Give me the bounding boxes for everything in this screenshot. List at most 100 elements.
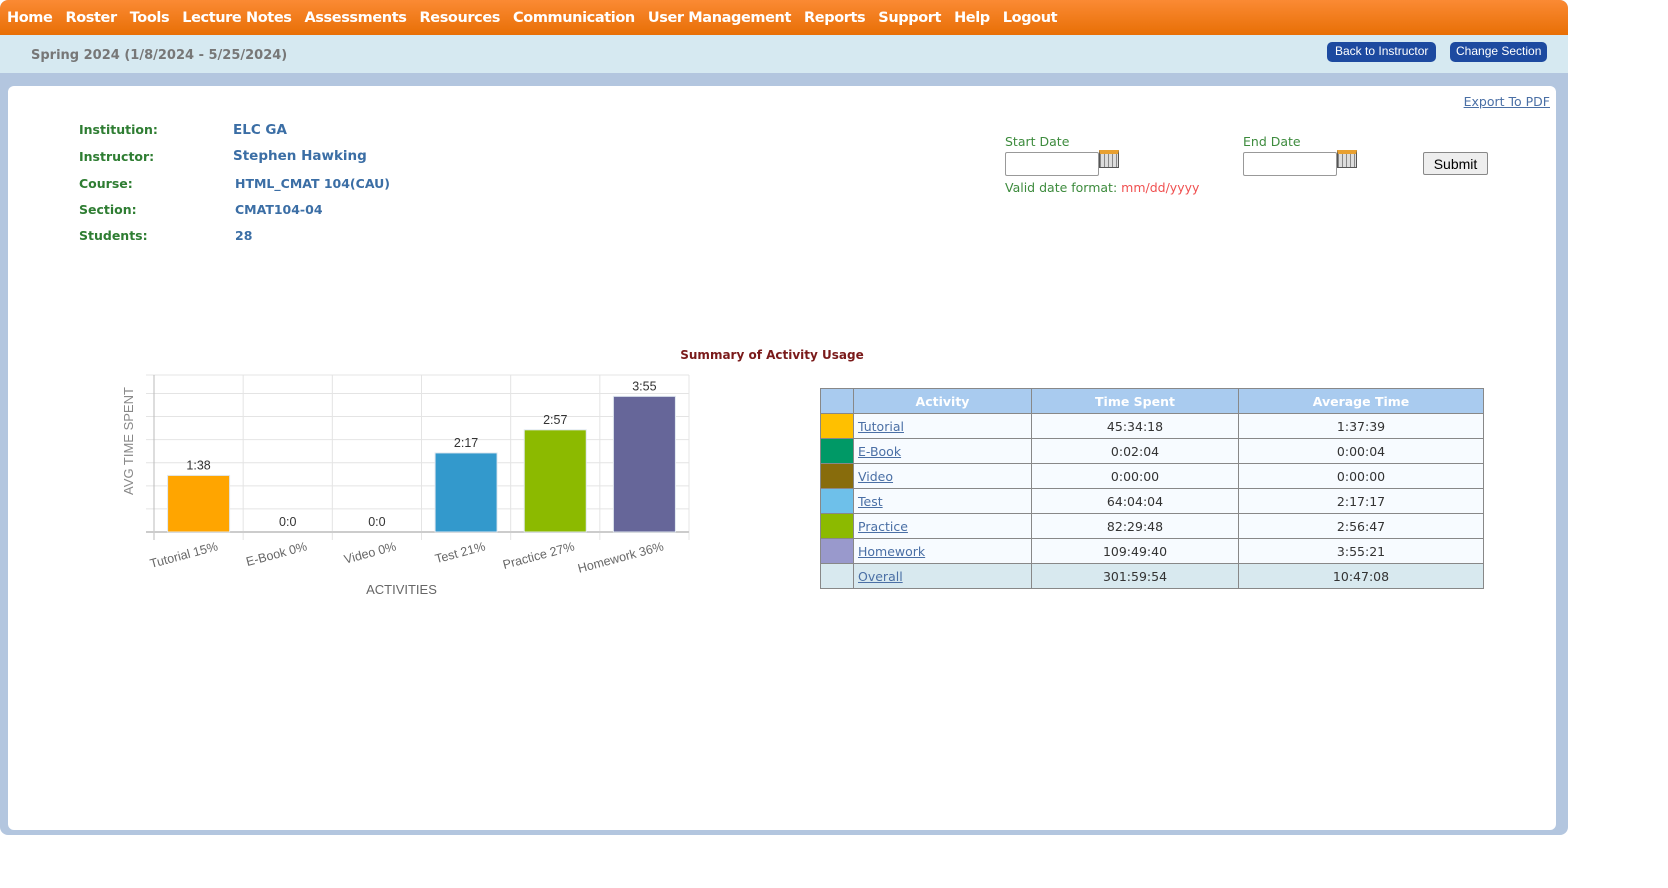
activity-bar-chart: 1:38 Tutorial 15% 0:0 E-Book 0% 0:0 Video 0% 2…: [121, 374, 690, 597]
bar: [523, 429, 587, 533]
activity-link[interactable]: Test: [858, 493, 883, 509]
time-spent-cell: 301:59:54: [1031, 563, 1239, 589]
end-date-input[interactable]: [1243, 152, 1337, 176]
category-label: Homework 36%: [576, 539, 665, 575]
activity-link[interactable]: Video: [858, 468, 894, 484]
color-swatch: [820, 488, 854, 514]
table-row: Tutorial 45:34:18 1:37:39: [820, 413, 1484, 439]
table-row: Homework 109:49:40 3:55:21: [820, 538, 1484, 564]
change-section-button[interactable]: Change Section: [1450, 42, 1548, 62]
course-label: Course:: [79, 176, 133, 191]
average-time-cell: 3:55:21: [1238, 538, 1484, 564]
calendar-icon[interactable]: [1099, 150, 1119, 168]
nav-tools[interactable]: Tools: [129, 9, 170, 26]
average-time-cell: 2:56:47: [1238, 513, 1484, 539]
activity-cell: E-Book: [853, 438, 1032, 464]
back-to-instructor-button[interactable]: Back to Instructor: [1327, 42, 1437, 62]
activity-cell: Tutorial: [853, 413, 1032, 439]
color-swatch: [820, 563, 854, 589]
instructor-value: Stephen Hawking: [233, 148, 367, 164]
time-spent-cell: 0:02:04: [1031, 438, 1239, 464]
time-spent-cell: 0:00:00: [1031, 463, 1239, 489]
activity-cell: Homework: [853, 538, 1032, 564]
x-axis-title: ACTIVITIES: [366, 582, 437, 597]
nav-logout[interactable]: Logout: [1002, 9, 1058, 26]
activity-link[interactable]: Practice: [858, 518, 908, 534]
nav-support[interactable]: Support: [878, 9, 942, 26]
table-row: Test 64:04:04 2:17:17: [820, 488, 1484, 514]
date-format-label: Valid date format:: [1005, 180, 1118, 195]
color-swatch: [820, 513, 854, 539]
average-time-cell: 0:00:04: [1238, 438, 1484, 464]
category-label: Practice 27%: [501, 539, 576, 572]
color-swatch: [820, 413, 854, 439]
summary-title: Summary of Activity Usage: [680, 348, 864, 362]
activity-link[interactable]: Tutorial: [858, 418, 904, 434]
app-frame: Home Roster Tools Lecture Notes Assessme…: [0, 0, 1568, 835]
activity-link[interactable]: Overall: [858, 568, 903, 584]
export-pdf-link[interactable]: Export To PDF: [1463, 94, 1550, 109]
data-label: 2:17: [454, 436, 478, 450]
category-label: Video 0%: [343, 539, 398, 566]
color-swatch: [820, 538, 854, 564]
date-format-value: mm/dd/yyyy: [1121, 180, 1200, 195]
institution-label: Institution:: [79, 122, 158, 137]
activity-cell: Overall: [853, 563, 1032, 589]
category-label: E-Book 0%: [245, 539, 309, 569]
institution-value: ELC GA: [233, 122, 287, 138]
time-spent-cell: 64:04:04: [1031, 488, 1239, 514]
nav-help[interactable]: Help: [954, 9, 990, 26]
calendar-icon[interactable]: [1337, 150, 1357, 168]
nav-home[interactable]: Home: [7, 9, 53, 26]
nav-user-management[interactable]: User Management: [647, 9, 792, 26]
activity-cell: Test: [853, 488, 1032, 514]
nav-resources[interactable]: Resources: [419, 9, 501, 26]
bar: [167, 474, 231, 533]
data-label: 2:57: [543, 413, 567, 427]
students-value: 28: [235, 228, 253, 243]
average-time-header: Average Time: [1238, 388, 1484, 414]
submit-button[interactable]: Submit: [1423, 152, 1488, 175]
average-time-cell: 1:37:39: [1238, 413, 1484, 439]
category-label: Tutorial 15%: [148, 539, 219, 571]
table-row: Video 0:00:00 0:00:00: [820, 463, 1484, 489]
color-swatch: [820, 438, 854, 464]
course-value: HTML_CMAT 104(CAU): [235, 176, 390, 191]
report-panel: Export To PDF Institution: ELC GA Instru…: [8, 86, 1556, 830]
data-label: 0:0: [279, 515, 296, 529]
data-label: 1:38: [186, 458, 210, 472]
nav-lecture-notes[interactable]: Lecture Notes: [182, 9, 292, 26]
activity-header: Activity: [853, 388, 1032, 414]
y-axis-title: AVG TIME SPENT: [121, 387, 136, 495]
activity-link[interactable]: E-Book: [858, 443, 902, 459]
time-spent-cell: 82:29:48: [1031, 513, 1239, 539]
nav-communication[interactable]: Communication: [513, 9, 635, 26]
nav-roster[interactable]: Roster: [65, 9, 117, 26]
start-date-input[interactable]: [1005, 152, 1099, 176]
table-row: E-Book 0:02:04 0:00:04: [820, 438, 1484, 464]
color-swatch: [820, 463, 854, 489]
color-header: [820, 388, 854, 414]
table-row: Overall 301:59:54 10:47:08: [820, 563, 1484, 589]
top-nav: Home Roster Tools Lecture Notes Assessme…: [0, 0, 1568, 35]
average-time-cell: 2:17:17: [1238, 488, 1484, 514]
bar: [612, 395, 676, 533]
data-label: 0:0: [368, 515, 385, 529]
nav-reports[interactable]: Reports: [804, 9, 866, 26]
section-label: Section:: [79, 202, 137, 217]
end-date-label: End Date: [1243, 134, 1301, 149]
term-bar: Spring 2024 (1/8/2024 - 5/25/2024) Back …: [0, 35, 1568, 73]
time-spent-cell: 45:34:18: [1031, 413, 1239, 439]
nav-assessments[interactable]: Assessments: [304, 9, 407, 26]
average-time-cell: 0:00:00: [1238, 463, 1484, 489]
activity-link[interactable]: Homework: [858, 543, 926, 559]
activity-cell: Practice: [853, 513, 1032, 539]
activity-cell: Video: [853, 463, 1032, 489]
term-label: Spring 2024 (1/8/2024 - 5/25/2024): [31, 48, 288, 63]
category-label: Test 21%: [434, 539, 487, 566]
date-format-hint: Valid date format: mm/dd/yyyy: [1005, 180, 1199, 195]
activity-table: Activity Time Spent Average Time Tutoria…: [820, 388, 1484, 589]
average-time-cell: 10:47:08: [1238, 563, 1484, 589]
time-spent-header: Time Spent: [1031, 388, 1239, 414]
table-row: Practice 82:29:48 2:56:47: [820, 513, 1484, 539]
